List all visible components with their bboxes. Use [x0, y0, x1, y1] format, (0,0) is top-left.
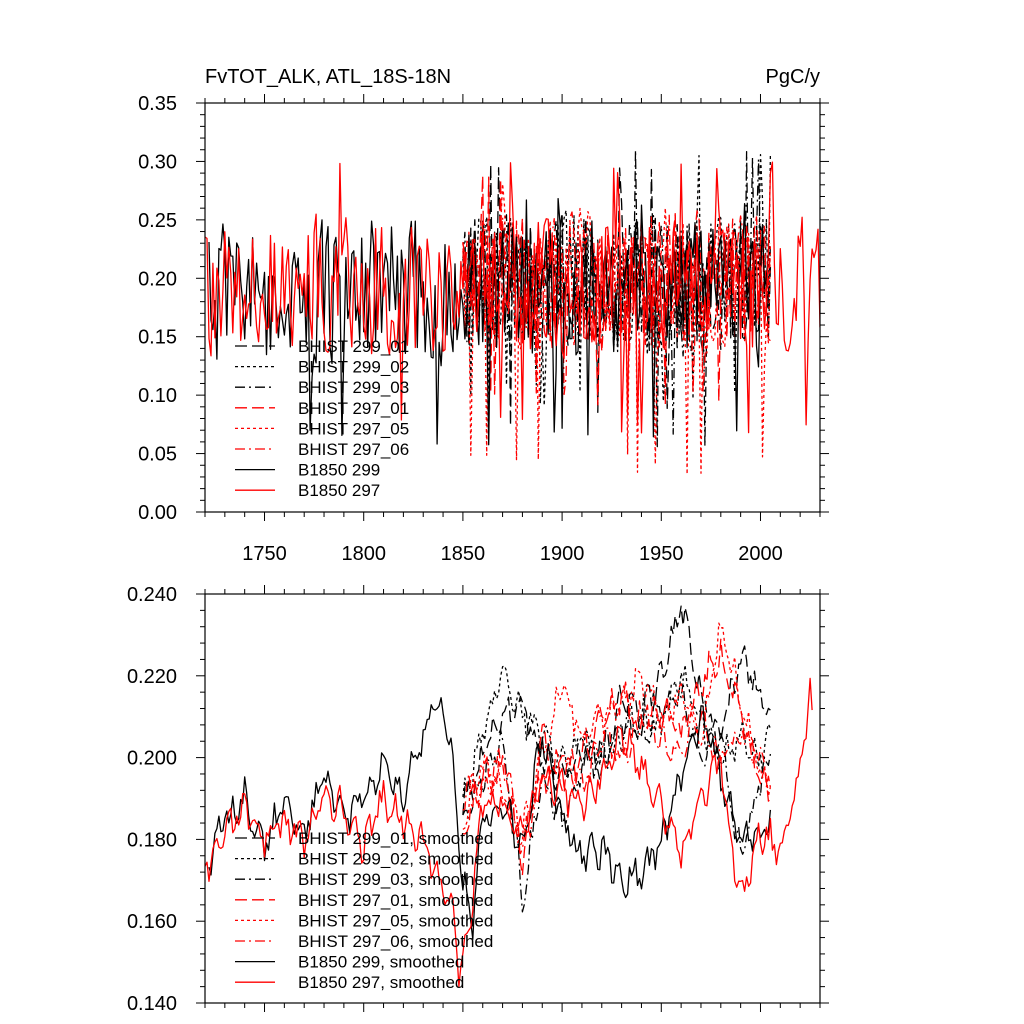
x-tick-label: 1900	[540, 543, 585, 565]
y-tick-label: 0.220	[127, 666, 177, 688]
x-tick-label: 1750	[242, 543, 287, 565]
y-tick-label: 0.00	[138, 502, 177, 524]
y-tick-label: 0.200	[127, 748, 177, 770]
legend-label: BHIST 299_01	[298, 337, 409, 356]
legend-label: B1850 297	[298, 481, 380, 500]
series-line-bhist-297-06-smoothed	[462, 704, 772, 855]
bottom-panel: 0.140 0.160 0.180 0.200 0.220 0.240 BHIST 299_…	[127, 584, 829, 1015]
chart-title: FvTOT_ALK, ATL_18S-18N	[205, 66, 451, 88]
y-tick-label: 0.240	[127, 584, 177, 606]
legend-label: BHIST 297_05, smoothed	[298, 911, 493, 930]
plot-frame	[204, 593, 821, 1004]
plot-frame	[204, 102, 821, 513]
legend-label: BHIST 297_06	[298, 440, 409, 459]
legend-label: BHIST 297_01, smoothed	[298, 891, 493, 910]
series-line-bhist-297-06	[462, 211, 772, 396]
series-line-bhist-299-01-smoothed	[462, 605, 771, 816]
series-line-bhist-297-01-smoothed	[462, 638, 771, 876]
legend-label: B1850 299	[298, 461, 380, 480]
series-group	[205, 605, 813, 988]
legend-label: BHIST 299_02, smoothed	[298, 850, 493, 869]
legend-label: BHIST 297_05	[298, 419, 409, 438]
series-line-bhist-297-05	[462, 183, 772, 475]
legend-label: BHIST 297_06, smoothed	[298, 932, 493, 951]
y-tick-label: 0.05	[138, 444, 177, 466]
x-tick-label: 1800	[341, 543, 386, 565]
series-line-bhist-297-05-smoothed	[462, 622, 772, 846]
series-line-bhist-299-03-smoothed	[462, 681, 772, 913]
y-tick-label: 0.10	[138, 385, 177, 407]
y-tick-label: 0.140	[127, 993, 177, 1015]
legend-label: BHIST 299_01, smoothed	[298, 829, 493, 848]
legend-label: BHIST 299_03	[298, 378, 409, 397]
series-line-b1850-297-smoothed	[205, 677, 813, 988]
y-tick-label: 0.25	[138, 210, 177, 232]
top-panel: 1750 1800 1850 1900 1950 2000 0.00 0.05 0.10 0.15…	[138, 66, 829, 565]
y-tick-label: 0.30	[138, 151, 177, 173]
x-tick-label: 1950	[639, 543, 684, 565]
x-tick-label: 1850	[441, 543, 486, 565]
chart-units: PgC/y	[766, 66, 820, 88]
series-line-b1850-297	[205, 161, 820, 434]
legend-label: BHIST 297_01	[298, 399, 409, 418]
legend-label: B1850 299, smoothed	[298, 953, 464, 972]
x-tick-label: 2000	[738, 543, 783, 565]
y-tick-label: 0.15	[138, 327, 177, 349]
legend-label: B1850 297, smoothed	[298, 973, 464, 992]
y-tick-label: 0.20	[138, 268, 177, 290]
y-tick-label: 0.35	[138, 93, 177, 115]
y-tick-label: 0.160	[127, 911, 177, 933]
series-line-b1850-299	[208, 197, 771, 446]
legend: BHIST 299_01, smoothed BHIST 299_02, smoo…	[235, 829, 493, 992]
series-line-b1850-299-smoothed	[208, 697, 772, 940]
y-tick-label: 0.180	[127, 829, 177, 851]
legend-label: BHIST 299_03, smoothed	[298, 870, 493, 889]
legend-label: BHIST 299_02	[298, 358, 409, 377]
series-group	[205, 149, 820, 475]
